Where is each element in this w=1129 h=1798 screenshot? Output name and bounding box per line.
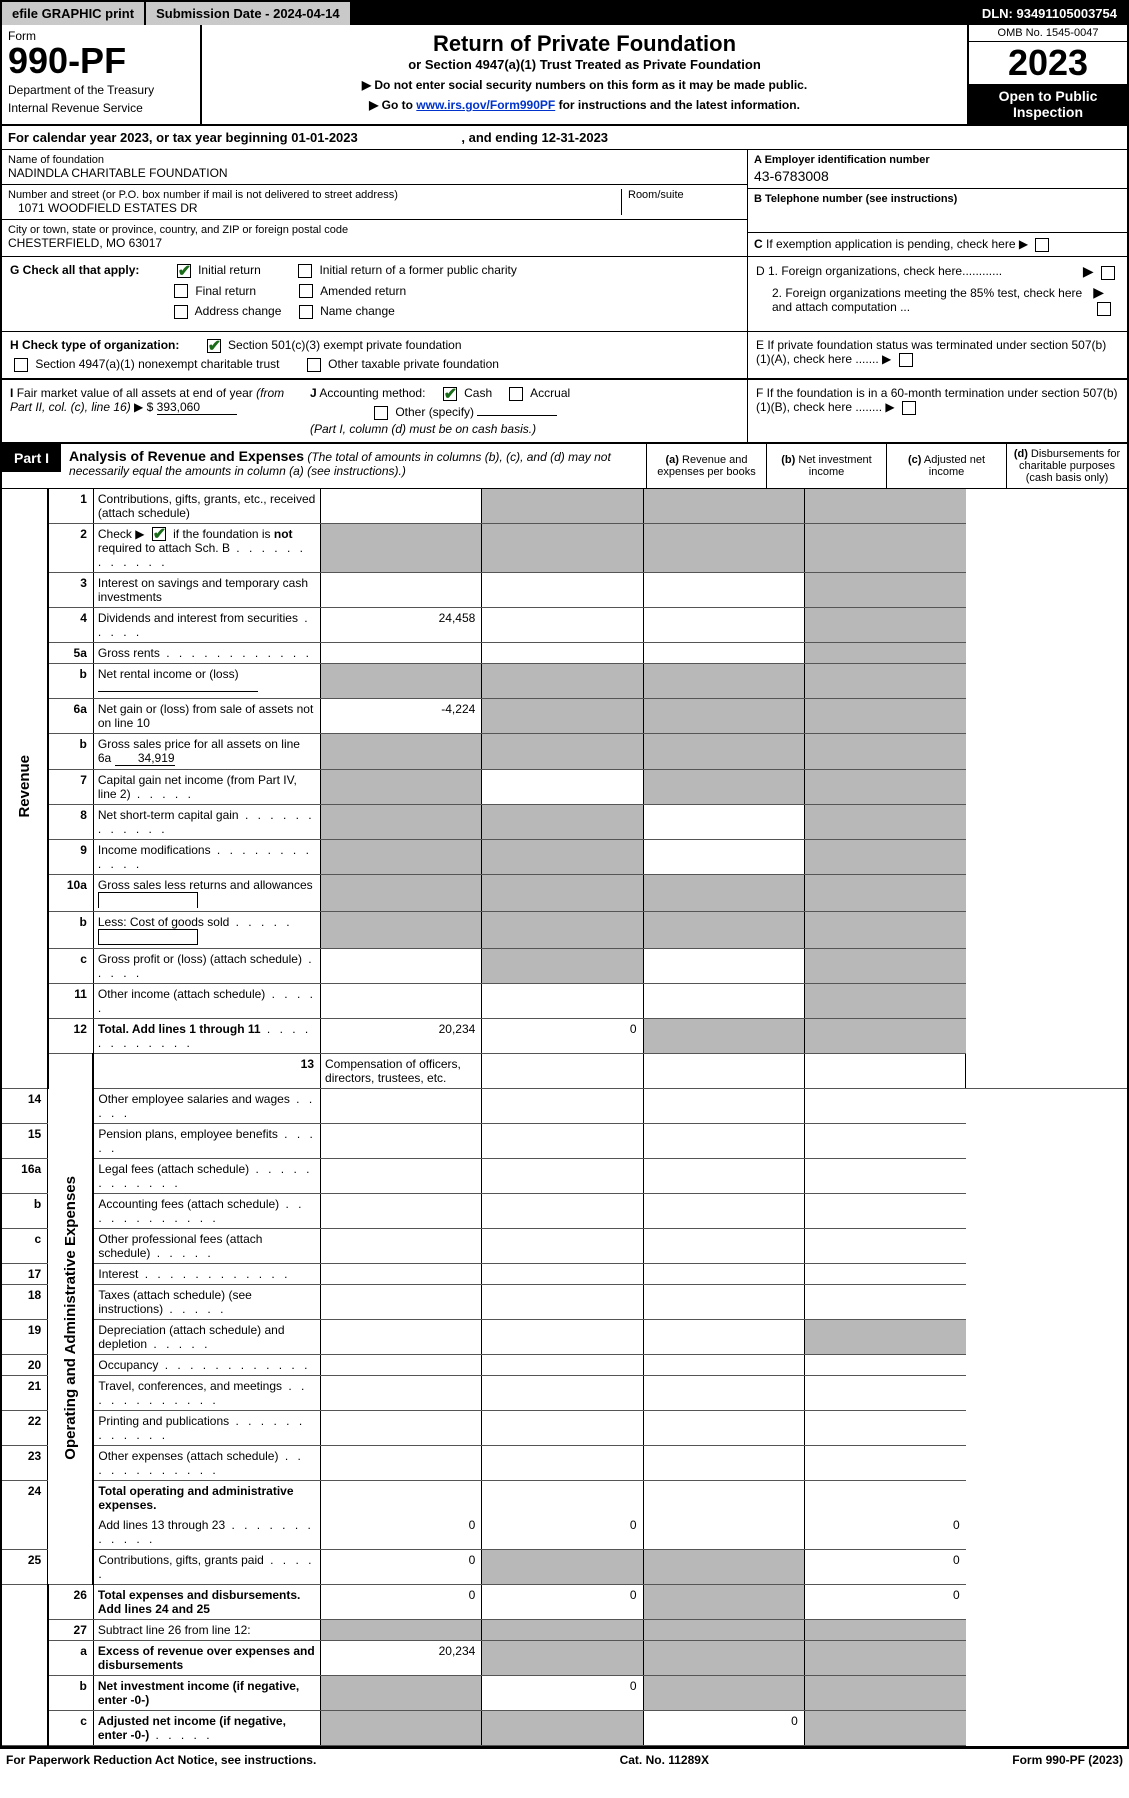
fmv-value: 393,060	[157, 400, 237, 415]
form990pf-link[interactable]: www.irs.gov/Form990PF	[416, 98, 555, 112]
irs: Internal Revenue Service	[8, 101, 194, 115]
calendar-year-line: For calendar year 2023, or tax year begi…	[2, 126, 1127, 150]
header-middle: Return of Private Foundation or Section …	[202, 25, 967, 124]
col-b-header: (b) Net investment income	[767, 444, 887, 488]
f-section: F If the foundation is in a 60-month ter…	[747, 380, 1127, 442]
header-left: Form 990-PF Department of the Treasury I…	[2, 25, 202, 124]
line26-col-a: 0	[321, 1585, 482, 1620]
f-checkbox[interactable]	[902, 401, 916, 415]
efile-graphic-print-button[interactable]: efile GRAPHIC print	[2, 2, 146, 25]
form-number: 990-PF	[8, 43, 194, 79]
j-cash-checkbox[interactable]	[443, 387, 457, 401]
g-d-section: G Check all that apply: Initial return I…	[2, 257, 1127, 332]
g-initial-former-checkbox[interactable]	[298, 264, 312, 278]
h-4947-checkbox[interactable]	[14, 358, 28, 372]
phone-row: B Telephone number (see instructions)	[748, 189, 1127, 233]
foundation-name: NADINDLA CHARITABLE FOUNDATION	[8, 166, 741, 180]
e-section: E If private foundation status was termi…	[747, 332, 1127, 378]
line24-col-a: 0	[321, 1515, 482, 1550]
i-j-f-row: I Fair market value of all assets at end…	[2, 380, 1127, 444]
col-a-header: (a) Revenue and expenses per books	[647, 444, 767, 488]
form-subtitle: or Section 4947(a)(1) Trust Treated as P…	[210, 57, 959, 72]
part1-label: Part I	[2, 444, 61, 472]
city-state-zip: CHESTERFIELD, MO 63017	[8, 236, 741, 250]
h-e-row: H Check type of organization: Section 50…	[2, 332, 1127, 380]
h-501c3-checkbox[interactable]	[207, 339, 221, 353]
submission-date: Submission Date - 2024-04-14	[146, 2, 350, 25]
d1-checkbox[interactable]	[1101, 266, 1115, 280]
line26-col-d: 0	[804, 1585, 965, 1620]
col-d-header: (d) Disbursements for charitable purpose…	[1007, 444, 1127, 488]
form-container: efile GRAPHIC print Submission Date - 20…	[0, 0, 1129, 1748]
h-section: H Check type of organization: Section 50…	[2, 332, 747, 378]
line25-col-a: 0	[321, 1550, 482, 1585]
form-header: Form 990-PF Department of the Treasury I…	[2, 25, 1127, 126]
line6a-col-a: -4,224	[321, 699, 482, 734]
header-right: OMB No. 1545-0047 2023 Open to Public In…	[967, 25, 1127, 124]
line24-col-d: 0	[804, 1515, 965, 1550]
line12-col-a: 20,234	[321, 1019, 482, 1054]
form-title: Return of Private Foundation	[210, 31, 959, 57]
j-other-checkbox[interactable]	[374, 406, 388, 420]
line2-checkbox[interactable]	[152, 527, 166, 541]
tax-year: 2023	[969, 42, 1127, 84]
part1-title: Analysis of Revenue and Expenses	[69, 448, 304, 464]
revenue-side-label: Revenue	[2, 489, 48, 1089]
line27a-col-a: 20,234	[321, 1641, 482, 1676]
line27c-col-c: 0	[643, 1711, 804, 1746]
form-bullet-2: ▶ Go to www.irs.gov/Form990PF for instru…	[210, 98, 959, 112]
street-row: Number and street (or P.O. box number if…	[2, 185, 747, 220]
entity-section: Name of foundation NADINDLA CHARITABLE F…	[2, 150, 1127, 257]
d2-checkbox[interactable]	[1097, 302, 1111, 316]
g-name-change-checkbox[interactable]	[299, 305, 313, 319]
exemption-pending-row: C If exemption application is pending, c…	[748, 233, 1127, 256]
line4-col-a: 24,458	[321, 608, 482, 643]
street-address: 1071 WOODFIELD ESTATES DR	[8, 201, 621, 215]
line12-col-b: 0	[482, 1019, 643, 1054]
form-bullet-1: ▶ Do not enter social security numbers o…	[210, 78, 959, 92]
open-public-inspection: Open to Public Inspection	[969, 84, 1127, 124]
g-amended-checkbox[interactable]	[299, 284, 313, 298]
expenses-side-label: Operating and Administrative Expenses	[48, 1054, 94, 1585]
g-initial-return-checkbox[interactable]	[177, 264, 191, 278]
omb-number: OMB No. 1545-0047	[969, 25, 1127, 42]
d-section: D 1. Foreign organizations, check here..…	[747, 257, 1127, 331]
dept-treasury: Department of the Treasury	[8, 83, 194, 97]
j-accrual-checkbox[interactable]	[509, 387, 523, 401]
e-checkbox[interactable]	[899, 353, 913, 367]
city-row: City or town, state or province, country…	[2, 220, 747, 254]
line6b-gross-sales: 34,919	[115, 751, 175, 766]
col-c-header: (c) Adjusted net income	[887, 444, 1007, 488]
line27b-col-b: 0	[482, 1676, 643, 1711]
g-section: G Check all that apply: Initial return I…	[2, 257, 747, 331]
g-final-return-checkbox[interactable]	[174, 284, 188, 298]
g-address-change-checkbox[interactable]	[174, 305, 188, 319]
j-section: J Accounting method: Cash Accrual Other …	[290, 386, 739, 436]
topbar: efile GRAPHIC print Submission Date - 20…	[2, 2, 1127, 25]
c-checkbox[interactable]	[1035, 238, 1049, 252]
line24-col-b: 0	[482, 1515, 643, 1550]
form-ref: Form 990-PF (2023)	[1012, 1753, 1123, 1767]
h-other-taxable-checkbox[interactable]	[307, 358, 321, 372]
line26-col-b: 0	[482, 1585, 643, 1620]
ein-value: 43-6783008	[754, 168, 1121, 184]
page-footer: For Paperwork Reduction Act Notice, see …	[0, 1748, 1129, 1771]
room-suite-label: Room/suite	[628, 189, 741, 201]
cat-number: Cat. No. 11289X	[620, 1753, 709, 1767]
i-section: I Fair market value of all assets at end…	[10, 386, 290, 436]
line25-col-d: 0	[804, 1550, 965, 1585]
paperwork-notice: For Paperwork Reduction Act Notice, see …	[6, 1753, 316, 1767]
dln: DLN: 93491105003754	[972, 2, 1127, 25]
part1-table: Revenue 1Contributions, gifts, grants, e…	[2, 489, 1127, 1747]
ein-row: A Employer identification number 43-6783…	[748, 150, 1127, 189]
part1-header: Part I Analysis of Revenue and Expenses …	[2, 444, 1127, 489]
foundation-name-row: Name of foundation NADINDLA CHARITABLE F…	[2, 150, 747, 185]
